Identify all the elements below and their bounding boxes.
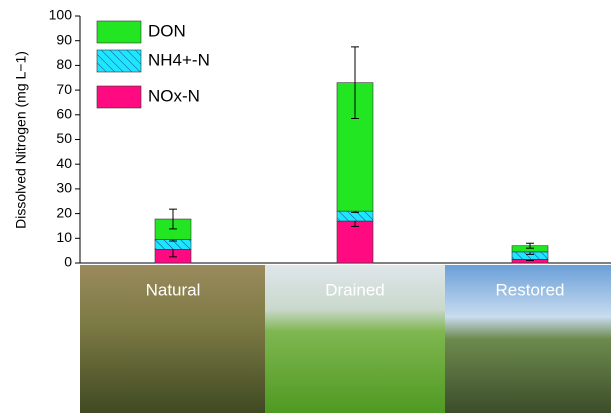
y-tick-label: 10 [56,229,72,245]
y-tick-label: 60 [56,106,72,122]
photo-label: Restored [496,280,565,299]
y-tick-label: 50 [56,130,72,146]
y-tick-label: 100 [49,7,73,23]
y-tick-label: 90 [56,31,72,47]
y-tick-label: 70 [56,81,72,97]
legend-swatch [97,21,141,43]
legend-label: NH4+-N [148,50,210,69]
legend-label: DON [148,21,186,40]
legend-swatch [97,86,141,108]
y-tick-label: 30 [56,180,72,196]
y-tick-label: 20 [56,204,72,220]
photo-label: Drained [325,280,385,299]
y-tick-label: 40 [56,155,72,171]
y-tick-label: 80 [56,56,72,72]
y-tick-label: 0 [64,254,72,270]
chart: Dissolved Nitrogen (mg L−1) 0 10 20 30 40 50 6… [0,0,611,413]
legend-hatch [97,50,141,72]
y-axis-label: Dissolved Nitrogen (mg L−1) [13,51,29,229]
legend-label: NOx-N [148,86,200,105]
photo-label: Natural [146,280,201,299]
bar-segment [337,221,373,263]
